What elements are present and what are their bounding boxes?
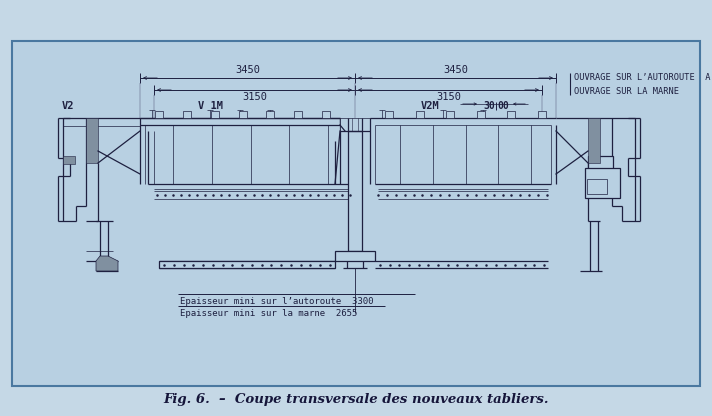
Bar	[588, 156, 613, 176]
Bar	[477, 111, 485, 118]
Bar	[335, 251, 375, 261]
Bar	[86, 118, 98, 163]
Text: Epaisseur mini sur la marne  2655: Epaisseur mini sur la marne 2655	[180, 309, 357, 318]
Text: OUVRAGE SUR L’AUTOROUTE  A 4: OUVRAGE SUR L’AUTOROUTE A 4	[574, 72, 712, 82]
Bar	[155, 111, 163, 118]
Bar	[340, 118, 370, 131]
Text: 3150: 3150	[436, 92, 461, 102]
Bar	[587, 179, 607, 194]
Text: Fig. 6.  –  Coupe transversale des nouveaux tabliers.: Fig. 6. – Coupe transversale des nouveau…	[163, 394, 549, 406]
Text: V2M: V2M	[421, 101, 439, 111]
Bar	[416, 111, 424, 118]
Bar	[585, 168, 620, 198]
Bar	[239, 111, 246, 118]
Bar	[322, 111, 330, 118]
Text: 30: 30	[483, 101, 495, 111]
Bar	[12, 41, 700, 386]
Text: 3450: 3450	[443, 65, 468, 75]
Text: V2: V2	[62, 101, 74, 111]
Polygon shape	[96, 256, 118, 271]
Bar	[348, 131, 362, 251]
Text: V 1M: V 1M	[197, 101, 222, 111]
Text: 3450: 3450	[235, 65, 260, 75]
Bar	[159, 261, 335, 268]
Text: 00: 00	[497, 101, 509, 111]
Bar	[266, 111, 274, 118]
Bar	[294, 111, 302, 118]
Bar	[588, 118, 600, 163]
Bar	[183, 111, 191, 118]
Text: 3150: 3150	[242, 92, 267, 102]
Bar	[63, 156, 75, 164]
Bar	[140, 118, 340, 125]
Bar	[508, 111, 515, 118]
Text: OUVRAGE SUR LA MARNE: OUVRAGE SUR LA MARNE	[574, 87, 679, 96]
Bar	[211, 111, 219, 118]
Bar	[446, 111, 454, 118]
Bar	[538, 111, 546, 118]
Bar	[385, 111, 393, 118]
Text: Epaisseur mini sur l’autoroute  3300: Epaisseur mini sur l’autoroute 3300	[180, 297, 374, 306]
